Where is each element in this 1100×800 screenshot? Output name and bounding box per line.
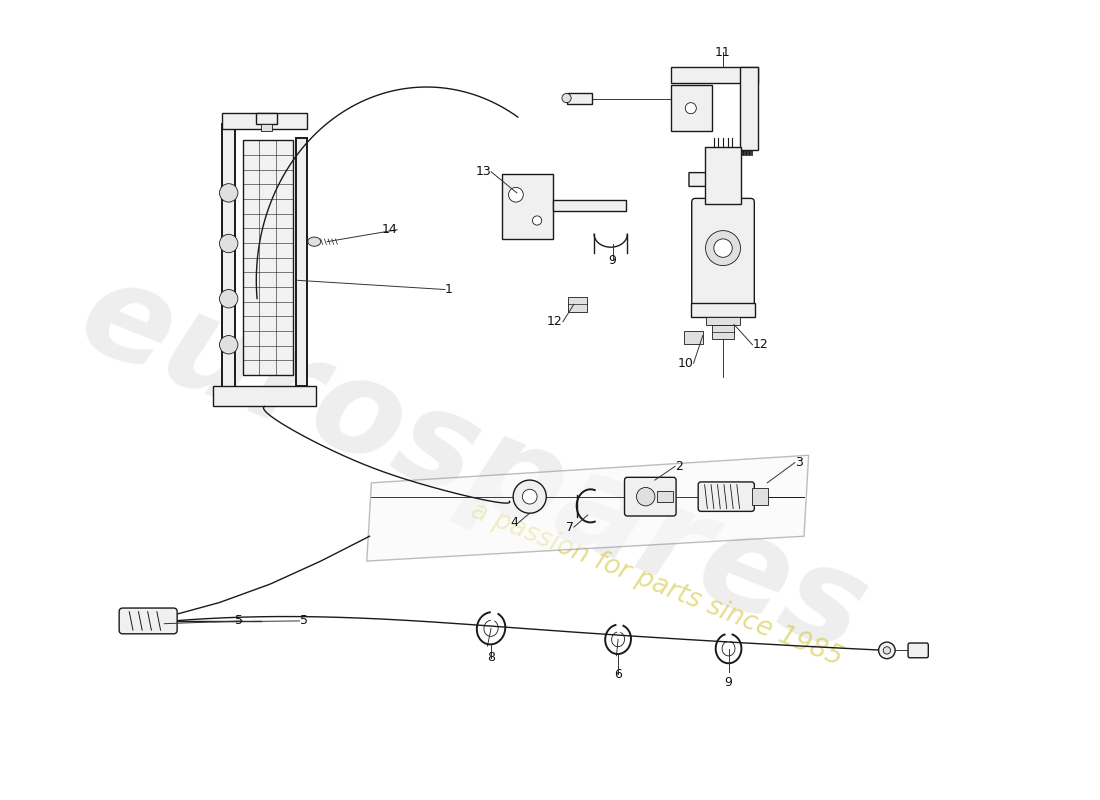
Bar [552,200,626,211]
FancyBboxPatch shape [119,608,177,634]
Text: 6: 6 [614,668,622,681]
Text: 5: 5 [234,614,242,627]
Bar [712,325,734,339]
Circle shape [685,102,696,114]
FancyBboxPatch shape [698,482,755,511]
Circle shape [220,290,238,308]
Bar [256,113,276,124]
Bar [502,174,552,239]
Bar [566,93,592,103]
Polygon shape [689,150,739,186]
Text: a passion for parts since 1985: a passion for parts since 1985 [468,498,846,670]
Text: 1: 1 [446,283,453,296]
Bar [751,488,768,505]
Ellipse shape [714,239,733,258]
Text: 3: 3 [795,456,803,469]
Bar [242,141,293,375]
Bar [222,124,235,395]
Bar [742,150,745,155]
Ellipse shape [705,230,740,266]
Bar [671,66,758,83]
Text: 4: 4 [510,516,519,529]
Text: 8: 8 [487,651,495,664]
Polygon shape [366,455,808,561]
Circle shape [220,335,238,354]
Text: 7: 7 [565,521,574,534]
FancyBboxPatch shape [909,643,928,658]
Bar [261,124,272,131]
Bar [691,303,756,317]
Text: 13: 13 [475,166,491,178]
Bar [671,85,712,131]
Text: 10: 10 [678,357,694,370]
Ellipse shape [308,237,321,246]
Bar [213,386,316,406]
Bar [705,147,741,204]
Text: 12: 12 [752,338,768,351]
FancyBboxPatch shape [692,198,755,307]
Circle shape [522,490,537,504]
Bar [296,138,307,386]
Text: 12: 12 [547,315,563,328]
Bar [739,66,758,150]
Bar [745,150,747,155]
Circle shape [220,234,238,253]
Circle shape [532,216,541,225]
Circle shape [508,187,524,202]
Bar [684,331,703,344]
Bar [748,150,750,155]
Circle shape [220,184,238,202]
Text: eurospares: eurospares [62,250,883,680]
Bar [706,317,739,325]
Circle shape [879,642,895,658]
Text: 9: 9 [725,676,733,689]
Text: 2: 2 [675,460,683,473]
Bar [750,150,752,155]
FancyBboxPatch shape [625,478,676,516]
Circle shape [883,646,891,654]
Text: 14: 14 [382,223,397,236]
Text: 9: 9 [608,254,616,266]
Text: 5: 5 [299,614,308,627]
Text: 11: 11 [715,46,730,58]
Ellipse shape [562,94,571,102]
Bar [222,113,307,130]
Bar [657,491,673,502]
Circle shape [513,480,547,514]
Bar [569,297,586,312]
Circle shape [637,487,654,506]
